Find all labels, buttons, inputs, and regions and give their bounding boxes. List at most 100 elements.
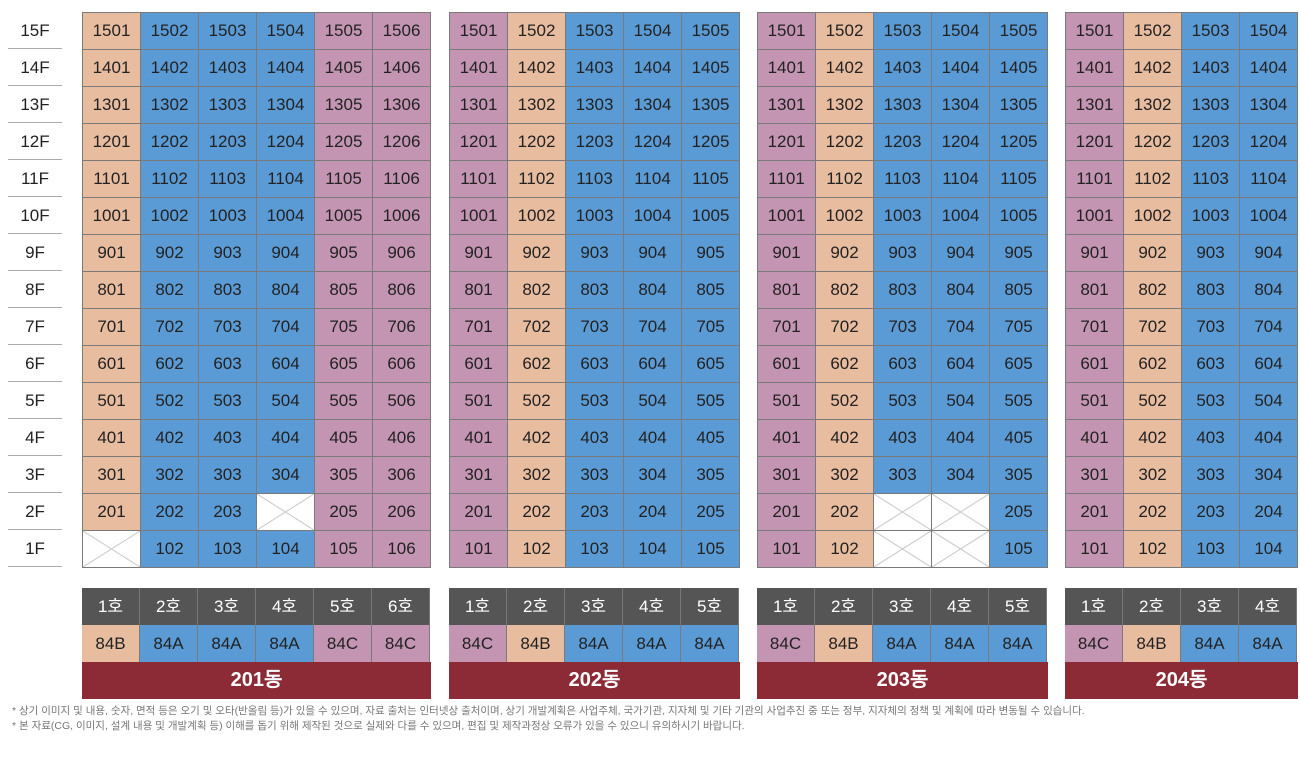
- unit-cell[interactable]: 402: [816, 420, 874, 457]
- unit-cell[interactable]: 304: [1240, 457, 1298, 494]
- unit-cell[interactable]: 1302: [508, 87, 566, 124]
- unit-cell[interactable]: 1002: [816, 198, 874, 235]
- unit-cell[interactable]: 206: [373, 494, 431, 531]
- unit-cell[interactable]: 803: [1182, 272, 1240, 309]
- unit-cell[interactable]: 804: [257, 272, 315, 309]
- unit-cell[interactable]: 903: [566, 235, 624, 272]
- unit-cell[interactable]: 1404: [932, 50, 990, 87]
- unit-cell[interactable]: 1403: [566, 50, 624, 87]
- unit-cell[interactable]: 102: [508, 531, 566, 568]
- unit-cell[interactable]: 405: [682, 420, 740, 457]
- unit-cell[interactable]: 704: [932, 309, 990, 346]
- unit-cell[interactable]: 1005: [315, 198, 373, 235]
- unit-cell[interactable]: 502: [1124, 383, 1182, 420]
- unit-cell[interactable]: 602: [508, 346, 566, 383]
- unit-cell[interactable]: 603: [566, 346, 624, 383]
- unit-cell[interactable]: 404: [932, 420, 990, 457]
- unit-cell[interactable]: 703: [874, 309, 932, 346]
- unit-cell[interactable]: 801: [1066, 272, 1124, 309]
- unit-cell[interactable]: 1406: [373, 50, 431, 87]
- unit-cell[interactable]: 702: [816, 309, 874, 346]
- unit-cell[interactable]: 603: [1182, 346, 1240, 383]
- unit-cell[interactable]: 903: [1182, 235, 1240, 272]
- unit-cell[interactable]: 1204: [624, 124, 682, 161]
- unit-cell[interactable]: 304: [257, 457, 315, 494]
- unit-cell[interactable]: 1005: [682, 198, 740, 235]
- unit-cell[interactable]: 601: [83, 346, 141, 383]
- unit-cell[interactable]: 202: [1124, 494, 1182, 531]
- unit-cell[interactable]: 704: [624, 309, 682, 346]
- unit-cell[interactable]: 605: [315, 346, 373, 383]
- unit-cell[interactable]: 903: [874, 235, 932, 272]
- unit-cell[interactable]: 304: [624, 457, 682, 494]
- unit-cell[interactable]: 103: [1182, 531, 1240, 568]
- unit-cell[interactable]: 302: [141, 457, 199, 494]
- unit-cell[interactable]: 1105: [682, 161, 740, 198]
- unit-cell[interactable]: 205: [990, 494, 1048, 531]
- unit-cell[interactable]: 105: [682, 531, 740, 568]
- unit-cell[interactable]: 201: [450, 494, 508, 531]
- unit-cell[interactable]: 301: [83, 457, 141, 494]
- unit-cell[interactable]: 401: [758, 420, 816, 457]
- unit-cell[interactable]: 1204: [257, 124, 315, 161]
- unit-cell[interactable]: 1102: [508, 161, 566, 198]
- unit-cell[interactable]: 1502: [1124, 13, 1182, 50]
- unit-cell[interactable]: 305: [315, 457, 373, 494]
- unit-cell[interactable]: 404: [624, 420, 682, 457]
- unit-cell[interactable]: 305: [682, 457, 740, 494]
- unit-cell[interactable]: 705: [990, 309, 1048, 346]
- unit-cell[interactable]: 1203: [199, 124, 257, 161]
- unit-cell[interactable]: 701: [758, 309, 816, 346]
- unit-cell[interactable]: 1405: [682, 50, 740, 87]
- unit-cell[interactable]: 502: [141, 383, 199, 420]
- unit-cell[interactable]: 405: [990, 420, 1048, 457]
- unit-cell[interactable]: 601: [450, 346, 508, 383]
- unit-cell[interactable]: 1401: [83, 50, 141, 87]
- unit-cell[interactable]: 1002: [508, 198, 566, 235]
- unit-cell[interactable]: 1004: [624, 198, 682, 235]
- unit-cell[interactable]: 1101: [1066, 161, 1124, 198]
- unit-cell[interactable]: 202: [141, 494, 199, 531]
- unit-cell[interactable]: 1501: [758, 13, 816, 50]
- unit-cell[interactable]: 802: [141, 272, 199, 309]
- unit-cell[interactable]: 503: [566, 383, 624, 420]
- unit-cell[interactable]: 602: [141, 346, 199, 383]
- unit-cell[interactable]: 502: [508, 383, 566, 420]
- unit-cell[interactable]: 303: [566, 457, 624, 494]
- unit-cell[interactable]: 703: [199, 309, 257, 346]
- unit-cell[interactable]: 1401: [758, 50, 816, 87]
- unit-cell[interactable]: 104: [257, 531, 315, 568]
- unit-cell[interactable]: 802: [508, 272, 566, 309]
- unit-cell[interactable]: 1303: [566, 87, 624, 124]
- unit-cell[interactable]: 401: [83, 420, 141, 457]
- unit-cell[interactable]: 1304: [932, 87, 990, 124]
- unit-cell[interactable]: 1302: [1124, 87, 1182, 124]
- unit-cell[interactable]: 1101: [83, 161, 141, 198]
- unit-cell[interactable]: 1202: [141, 124, 199, 161]
- unit-cell[interactable]: 1104: [932, 161, 990, 198]
- unit-cell[interactable]: 901: [83, 235, 141, 272]
- unit-cell[interactable]: 1003: [199, 198, 257, 235]
- unit-cell[interactable]: 503: [1182, 383, 1240, 420]
- unit-cell[interactable]: 1104: [257, 161, 315, 198]
- unit-cell[interactable]: 805: [315, 272, 373, 309]
- unit-cell[interactable]: 1205: [990, 124, 1048, 161]
- unit-cell[interactable]: 1205: [315, 124, 373, 161]
- unit-cell[interactable]: 1504: [932, 13, 990, 50]
- unit-cell[interactable]: 205: [682, 494, 740, 531]
- unit-cell[interactable]: 1403: [1182, 50, 1240, 87]
- unit-cell[interactable]: 1503: [199, 13, 257, 50]
- unit-cell[interactable]: 604: [1240, 346, 1298, 383]
- unit-cell[interactable]: 1501: [1066, 13, 1124, 50]
- unit-cell[interactable]: 403: [874, 420, 932, 457]
- unit-cell[interactable]: 406: [373, 420, 431, 457]
- unit-cell[interactable]: 201: [1066, 494, 1124, 531]
- unit-cell[interactable]: 702: [508, 309, 566, 346]
- unit-cell[interactable]: 503: [874, 383, 932, 420]
- unit-cell[interactable]: 1203: [874, 124, 932, 161]
- unit-cell[interactable]: 1506: [373, 13, 431, 50]
- unit-cell[interactable]: 1203: [566, 124, 624, 161]
- unit-cell[interactable]: 1402: [1124, 50, 1182, 87]
- unit-cell[interactable]: 803: [874, 272, 932, 309]
- unit-cell[interactable]: 1201: [83, 124, 141, 161]
